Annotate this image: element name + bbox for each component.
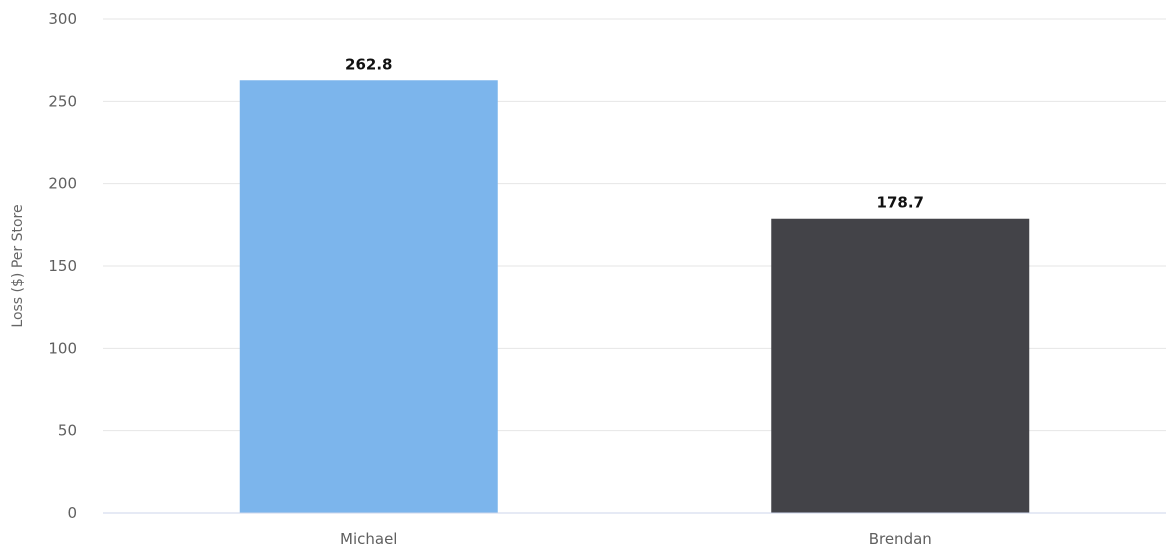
x-tick-label: Michael [340, 530, 397, 548]
bar-value-label: 262.8 [345, 55, 392, 73]
y-tick-label: 300 [48, 10, 77, 28]
bar[interactable] [239, 80, 498, 514]
y-axis-title: Loss ($) Per Store [10, 204, 26, 327]
bars [239, 80, 1030, 514]
x-axis-ticks: Michael Brendan [340, 530, 932, 548]
y-tick-label: 200 [48, 175, 77, 193]
y-tick-label: 0 [67, 504, 77, 522]
y-axis-ticks: 0 50 100 150 200 250 300 [48, 10, 77, 522]
y-tick-label: 250 [48, 92, 77, 110]
x-tick-label: Brendan [869, 530, 932, 548]
data-labels: 262.8 178.7 [345, 55, 924, 211]
bar[interactable] [771, 218, 1030, 513]
y-tick-label: 100 [48, 339, 77, 357]
y-tick-label: 50 [58, 422, 77, 440]
bar-value-label: 178.7 [877, 194, 924, 212]
y-tick-label: 150 [48, 257, 77, 275]
